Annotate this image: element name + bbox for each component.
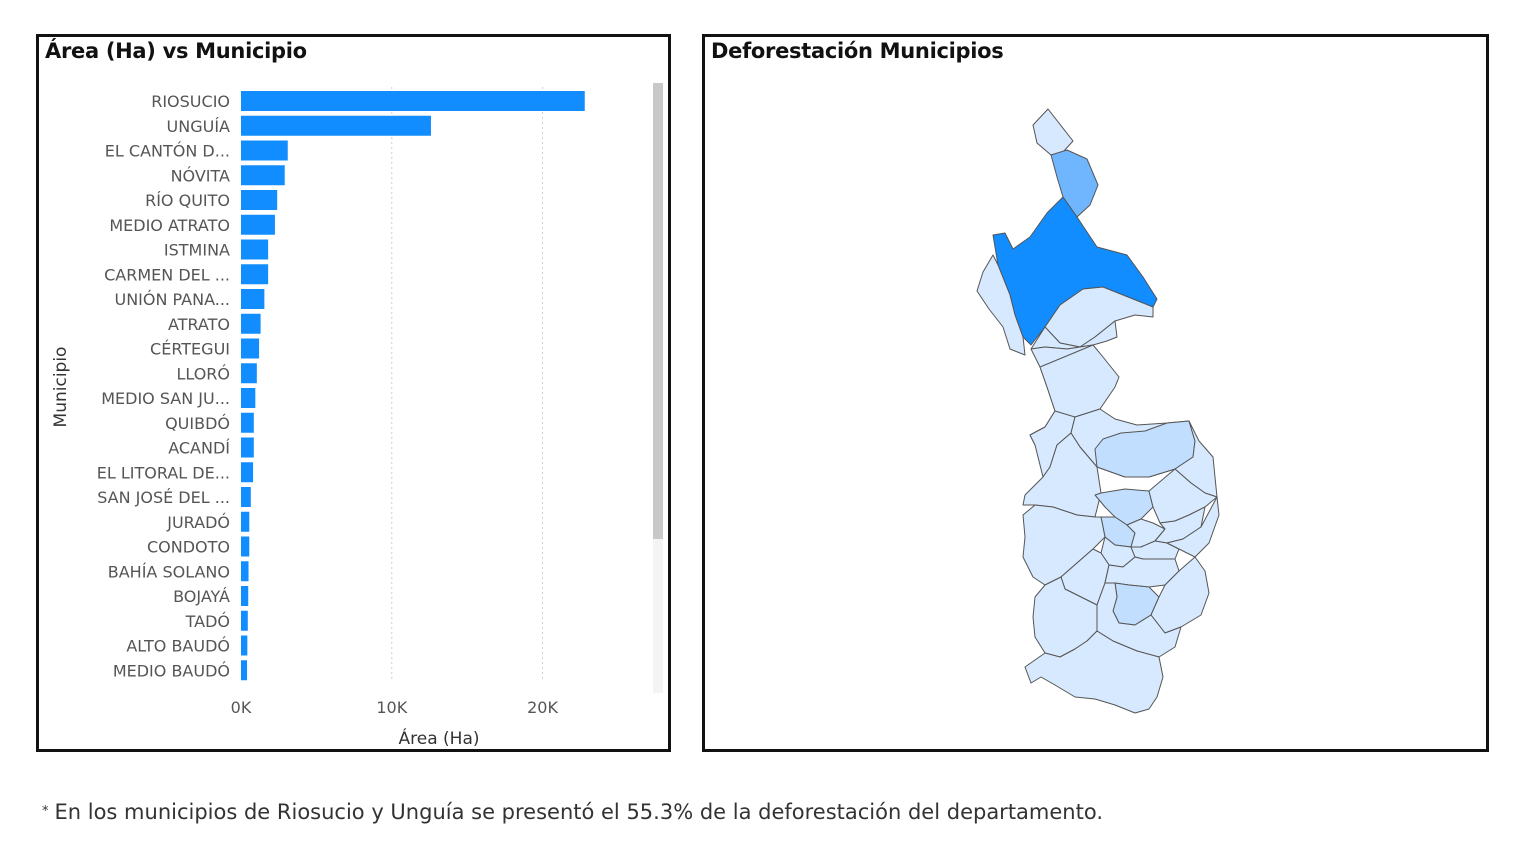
footnote: * En los municipios de Riosucio y Unguía …: [42, 800, 1103, 824]
bar[interactable]: [241, 610, 248, 631]
category-label: CONDOTO: [147, 538, 230, 557]
bar[interactable]: [241, 140, 288, 161]
bar[interactable]: [241, 462, 254, 483]
bar[interactable]: [241, 91, 585, 111]
category-label: ACANDÍ: [168, 439, 230, 458]
category-label: MEDIO BAUDÓ: [113, 661, 230, 680]
category-label: EL CANTÓN D...: [105, 142, 230, 161]
scrollbar-thumb[interactable]: [653, 83, 663, 539]
category-label: RÍO QUITO: [145, 191, 230, 210]
bar[interactable]: [241, 214, 275, 235]
category-label: ALTO BAUDÓ: [126, 637, 230, 656]
bar[interactable]: [241, 338, 260, 359]
category-label: MEDIO ATRATO: [109, 216, 230, 235]
bar[interactable]: [241, 264, 269, 285]
category-label: ATRATO: [168, 315, 230, 334]
bar-chart-title: Área (Ha) vs Municipio: [45, 39, 307, 63]
category-label: LLORÓ: [176, 364, 230, 383]
map-region-acandi[interactable]: [1032, 108, 1074, 156]
category-label: EL LITORAL DE...: [97, 463, 230, 482]
choropleth-map: [976, 108, 1220, 714]
bar[interactable]: [241, 165, 285, 186]
bar[interactable]: [241, 313, 261, 334]
map-region-unguia[interactable]: [1050, 149, 1099, 218]
category-label: SAN JOSÉ DEL ...: [97, 488, 230, 507]
category-label: BAHÍA SOLANO: [108, 562, 230, 581]
bar[interactable]: [241, 239, 269, 260]
bar[interactable]: [241, 561, 249, 582]
category-label: CÉRTEGUI: [150, 340, 230, 359]
footnote-text: En los municipios de Riosucio y Unguía s…: [54, 800, 1104, 824]
category-label: QUIBDÓ: [165, 414, 230, 433]
y-axis-label: Municipio: [51, 347, 71, 428]
bar[interactable]: [241, 412, 254, 433]
bar[interactable]: [241, 536, 250, 557]
x-axis-label: Área (Ha): [399, 727, 480, 749]
x-tick-label: 10K: [376, 698, 407, 717]
bar[interactable]: [241, 190, 278, 210]
map-region-carmen-del-darien[interactable]: [976, 254, 1026, 356]
map-region-alto-baudo[interactable]: [1022, 432, 1102, 518]
bar[interactable]: [241, 289, 265, 309]
footnote-marker: *: [42, 804, 49, 819]
category-label: NÓVITA: [171, 166, 230, 185]
map-region-tado[interactable]: [1166, 496, 1220, 558]
bar[interactable]: [241, 115, 431, 136]
bar[interactable]: [241, 487, 251, 507]
map-region-san-jose-del-palmar[interactable]: [1024, 630, 1164, 714]
x-tick-label: 0K: [231, 698, 252, 717]
bar[interactable]: [241, 586, 249, 606]
bar[interactable]: [241, 635, 248, 656]
map-region-atrato[interactable]: [1094, 488, 1154, 526]
category-label: JURADÓ: [166, 513, 230, 532]
category-label: RIOSUCIO: [151, 92, 230, 111]
bar[interactable]: [241, 511, 250, 532]
bar-chart: RIOSUCIO UNGUÍA EL CANTÓN D... NÓVITA RÍO QU…: [51, 87, 585, 749]
bar[interactable]: [241, 437, 254, 458]
bar-chart-panel: Área (Ha) vs Municipio RIOSUCIO UNGUÍA EL …: [36, 34, 671, 752]
category-label: CARMEN DEL ...: [104, 265, 230, 284]
category-label: UNGUÍA: [167, 117, 231, 136]
x-tick-label: 20K: [527, 698, 558, 717]
map-title: Deforestación Municipios: [711, 39, 1004, 63]
bar[interactable]: [241, 388, 256, 408]
category-label: ISTMINA: [164, 241, 230, 260]
bar[interactable]: [241, 363, 257, 384]
category-label: TADÓ: [185, 612, 230, 631]
category-label: MEDIO SAN JU...: [101, 389, 230, 408]
map-panel: Deforestación Municipios: [702, 34, 1489, 752]
category-label: UNIÓN PANA...: [114, 290, 230, 309]
bar[interactable]: [241, 660, 248, 681]
category-label: BOJAYÁ: [173, 587, 230, 606]
